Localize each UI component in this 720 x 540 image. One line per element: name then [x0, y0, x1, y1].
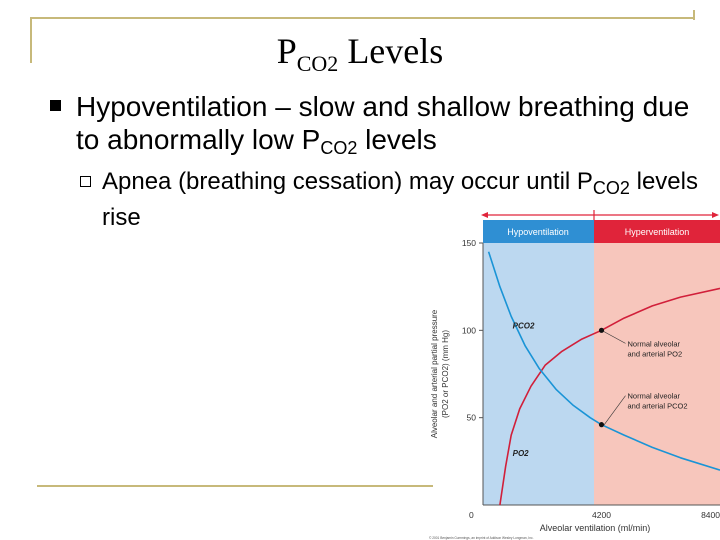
hyper-region-bg	[594, 243, 720, 505]
hypo-band-label: Hypoventilation	[507, 227, 569, 237]
y-tick-label: 100	[462, 325, 476, 335]
frame-right-tick	[693, 10, 695, 20]
x-axis-label: Alveolar ventilation (ml/min)	[540, 523, 651, 533]
bullet-hypoventilation: Hypoventilation – slow and shallow breat…	[76, 91, 690, 158]
sub-bullet-square-icon	[80, 176, 91, 187]
normal-point-marker	[598, 327, 605, 333]
point-callout-line	[603, 395, 626, 426]
point-label-line: Normal alveolar	[628, 392, 681, 401]
point-label-line: Normal alveolar	[628, 339, 681, 348]
y-tick-label: 150	[462, 238, 476, 248]
slide-title: PCO2 Levels	[276, 31, 444, 76]
x-tick-label: 8400	[701, 510, 720, 520]
ventilation-chart: Hypoventilation Hyperventilation 50 100 15…	[429, 210, 720, 540]
hyper-band	[594, 220, 720, 243]
curve-label: PCO2	[513, 322, 535, 331]
point-label-line: and arterial PCO2	[628, 402, 688, 411]
normal-point-marker	[598, 422, 605, 428]
y-tick-label: 50	[467, 413, 477, 423]
curve-label: PO2	[513, 449, 530, 458]
y-axis-label-line2: (PO2 or PCO2) (mm Hg)	[441, 330, 450, 418]
hyper-band-label: Hyperventilation	[625, 227, 690, 237]
y-axis-label-line1: Alveolar and arterial partial pressure	[430, 309, 439, 438]
point-label-line: and arterial PO2	[628, 349, 683, 358]
series-line-po2	[487, 251, 720, 471]
point-callout-line	[603, 331, 626, 344]
x-tick-label: 0	[469, 510, 474, 520]
hypo-band	[483, 220, 594, 243]
frame-left-line	[30, 17, 32, 63]
bullet-square-icon	[50, 100, 61, 111]
sub-bullet-apnea: Apnea (breathing cessation) may occur un…	[102, 168, 698, 231]
series-line-pco2	[499, 287, 720, 506]
frame-top-line	[30, 17, 695, 19]
copyright-text: © 2001 Benjamin Cummings, an imprint of …	[429, 536, 534, 540]
x-tick-label: 4200	[592, 510, 611, 520]
arrow-left-icon	[481, 212, 488, 218]
arrow-right-icon	[712, 212, 719, 218]
frame-bottom-line	[37, 485, 433, 487]
